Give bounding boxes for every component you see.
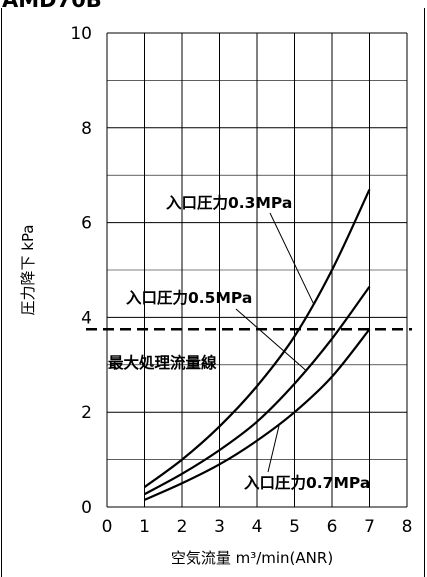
chart-frame [1, 8, 425, 577]
grid [106, 32, 408, 508]
y-tick-label: 8 [81, 119, 92, 139]
x-tick-label: 3 [214, 517, 225, 537]
leader-line-2 [267, 423, 280, 473]
leader-line-0 [269, 212, 314, 304]
label-leaders [235, 212, 314, 473]
series-label-0: 入口圧力0.3MPa [166, 193, 292, 212]
series-curve-2 [144, 328, 371, 501]
x-tick-label: 4 [252, 517, 263, 537]
y-tick-label: 6 [81, 214, 92, 234]
series-curve-1 [143, 285, 371, 496]
y-tick-label: 4 [81, 308, 92, 328]
x-tick-label: 2 [177, 517, 188, 537]
leader-line-1 [235, 308, 307, 371]
y-tick-label: 10 [70, 24, 92, 44]
series-label-2: 入口圧力0.7MPa [244, 473, 370, 492]
x-tick-label: 1 [139, 517, 150, 537]
x-tick-label: 0 [102, 517, 113, 537]
series-curve-0 [143, 188, 371, 488]
x-tick-label: 6 [327, 517, 338, 537]
x-tick-label: 5 [289, 517, 300, 537]
y-tick-label: 2 [81, 403, 92, 423]
curves [143, 188, 371, 501]
y-tick-label: 0 [81, 498, 92, 518]
tick-labels: 0 1 2 3 4 5 6 7 8 0 2 4 6 8 10 [70, 24, 412, 537]
x-tick-label: 7 [364, 517, 375, 537]
y-axis-label: 圧力降下 kPa [19, 224, 37, 315]
x-axis-label: 空気流量 m³/min(ANR) [171, 549, 333, 567]
series-label-1: 入口圧力0.5MPa [126, 288, 252, 307]
x-tick-label: 8 [402, 517, 413, 537]
model-title: AMD70B [2, 0, 102, 12]
reference-line-label: 最大処理流量線 [108, 353, 217, 372]
